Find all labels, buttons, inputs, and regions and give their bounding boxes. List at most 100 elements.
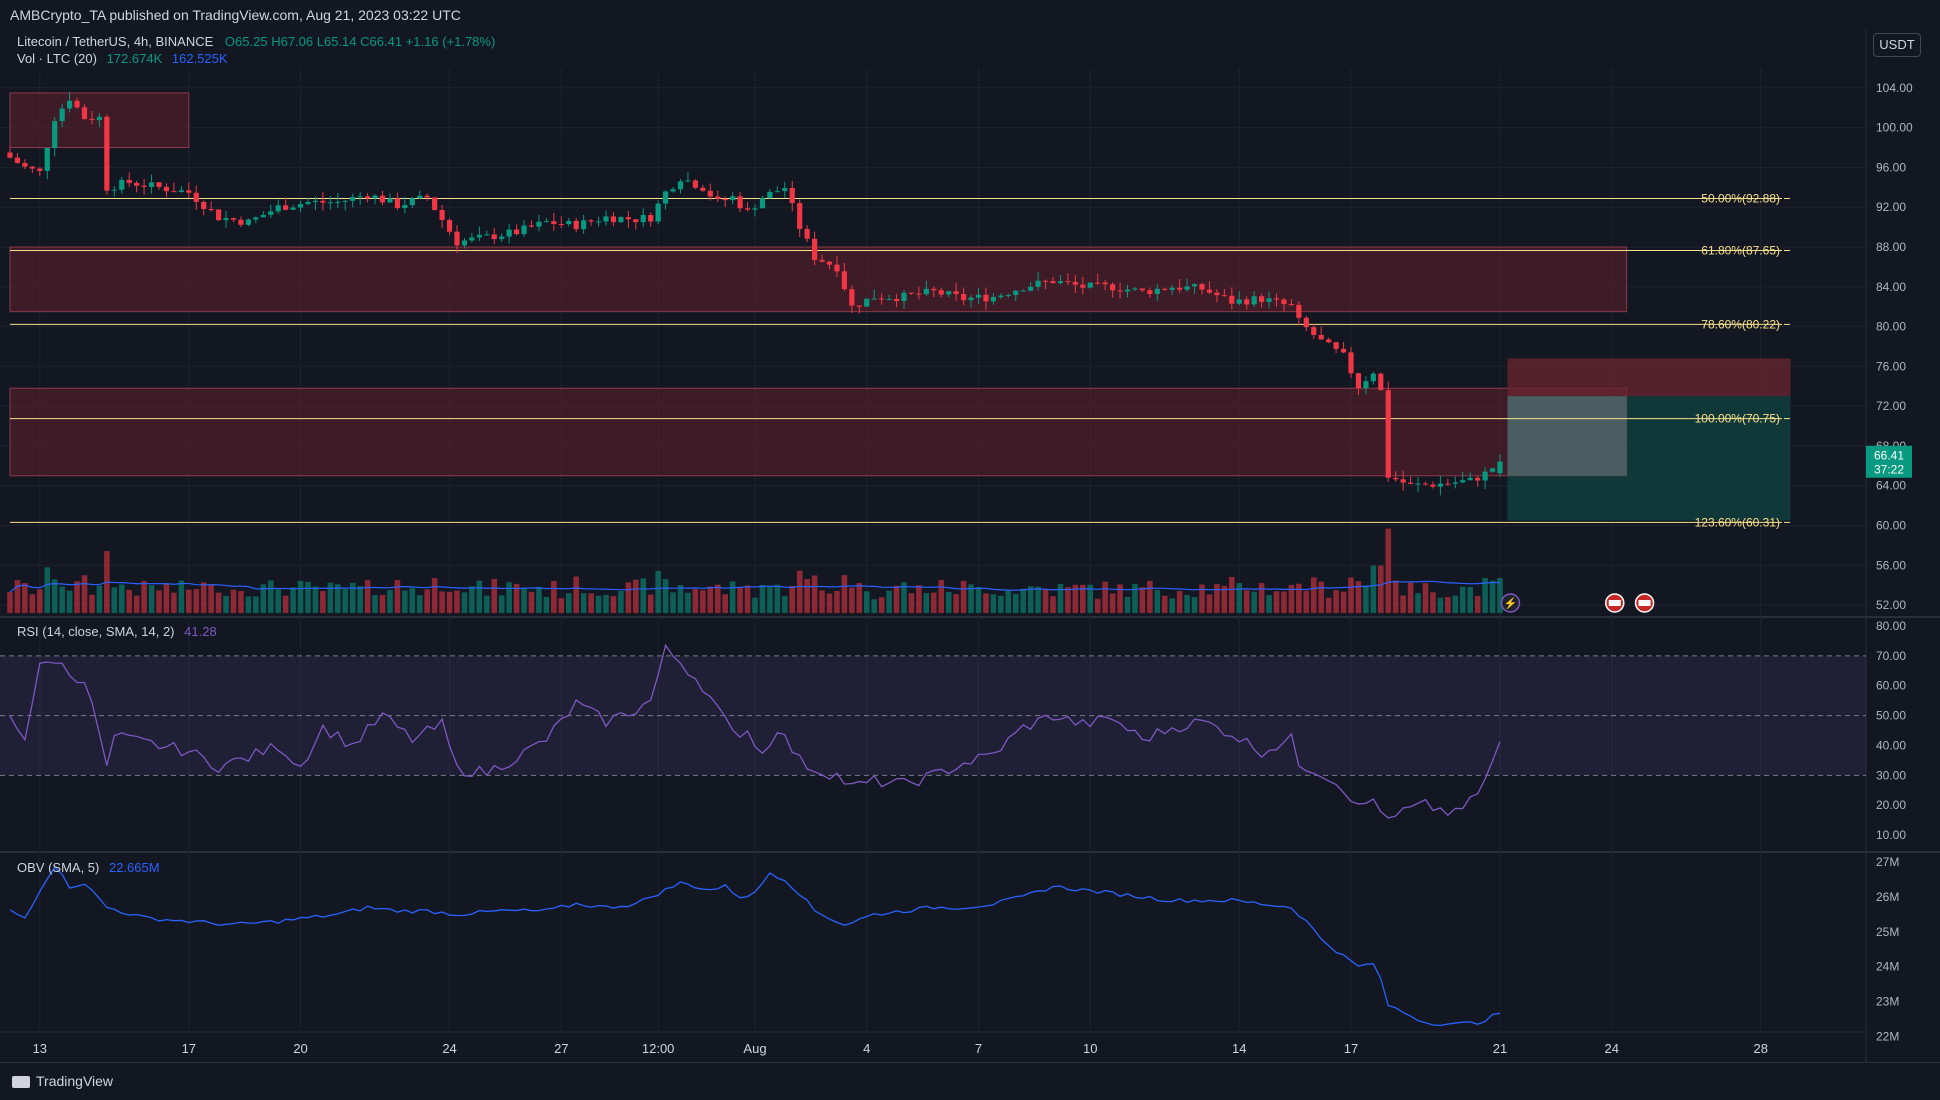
- volume-bar: [774, 584, 781, 613]
- candle-body: [1162, 288, 1168, 290]
- ohlc-high: H67.06: [271, 34, 314, 49]
- volume-bar: [1065, 587, 1071, 613]
- volume-bar: [37, 589, 43, 613]
- price-tick-label: 76.00: [1876, 359, 1906, 373]
- volume-bar: [1288, 584, 1295, 613]
- candle-body: [1259, 296, 1265, 302]
- candle-body: [268, 211, 274, 215]
- candle-body: [1475, 477, 1481, 481]
- candle-body: [804, 228, 810, 239]
- volume-bar: [349, 582, 356, 613]
- volume-bar: [811, 575, 818, 613]
- volume-ma: [9, 580, 1501, 593]
- symbol-legend[interactable]: Litecoin / TetherUS, 4h, BINANCE O65.25 …: [17, 34, 495, 49]
- candle-body: [1415, 483, 1421, 485]
- volume-bar: [640, 578, 647, 613]
- obv-legend[interactable]: OBV (SMA, 5) 22.665M: [17, 860, 160, 875]
- volume-bar: [1087, 584, 1094, 613]
- candle-body: [625, 217, 631, 220]
- volume-bar: [1102, 581, 1108, 613]
- candle-body: [700, 187, 706, 191]
- candle-body: [1467, 477, 1473, 481]
- volume-bar: [1236, 583, 1243, 613]
- candle-body: [707, 190, 713, 197]
- candle-body: [126, 179, 132, 183]
- candle-body: [1087, 282, 1093, 288]
- volume-bar: [1363, 585, 1369, 613]
- candle-body: [1244, 299, 1250, 305]
- candle-body: [655, 203, 661, 222]
- volume-bar: [729, 581, 736, 613]
- volume-legend[interactable]: Vol · LTC (20) 172.674K 162.525K: [17, 51, 228, 66]
- volume-bar: [960, 580, 967, 613]
- volume-bar: [1229, 576, 1235, 613]
- candle-body: [953, 291, 959, 295]
- candle-body: [536, 221, 542, 227]
- candle-body: [305, 202, 311, 205]
- candle-body: [1139, 288, 1145, 291]
- volume-bar: [29, 594, 36, 613]
- candle-body: [1206, 289, 1213, 293]
- candle-body: [1214, 292, 1220, 296]
- rsi-legend[interactable]: RSI (14, close, SMA, 14, 2) 41.28: [17, 624, 217, 639]
- volume-bar: [1452, 595, 1459, 613]
- top-bar: AMBCrypto_TA published on TradingView.co…: [0, 0, 1940, 30]
- volume-bar: [163, 583, 170, 613]
- volume-bar: [245, 596, 252, 613]
- x-tick-label: Aug: [743, 1041, 766, 1056]
- volume-ma-value: 162.525K: [171, 51, 228, 66]
- volume-bar: [1422, 583, 1429, 613]
- volume-bar: [536, 586, 542, 613]
- candle-body: [633, 219, 639, 223]
- candle-body: [640, 215, 646, 223]
- volume-bar: [484, 595, 490, 613]
- price-tick-label: 80.00: [1876, 320, 1906, 334]
- volume-bar: [1370, 565, 1377, 613]
- symbol-title[interactable]: Litecoin / TetherUS, 4h, BINANCE: [17, 34, 214, 49]
- candle-body: [1251, 296, 1257, 305]
- tradingview-logo[interactable]: TradingView: [12, 1073, 113, 1089]
- candle-body: [1445, 483, 1451, 485]
- volume-bar: [297, 580, 304, 613]
- candle-body: [312, 200, 319, 203]
- x-tick-label: 7: [975, 1041, 982, 1056]
- volume-bar: [1258, 583, 1265, 613]
- volume-bar: [409, 587, 416, 613]
- volume-bar: [1400, 595, 1406, 613]
- volume-bar: [1154, 590, 1161, 613]
- candle-body: [342, 200, 348, 202]
- candle-body: [1057, 281, 1064, 284]
- volume-bar: [878, 597, 885, 613]
- volume-bar: [74, 581, 80, 613]
- candle-body: [238, 219, 244, 225]
- volume-bar: [1355, 581, 1362, 613]
- candle-body: [812, 238, 818, 260]
- volume-bar: [1080, 584, 1086, 613]
- obv-tick-label: 26M: [1876, 890, 1899, 904]
- candle-body: [201, 201, 207, 210]
- volume-bar: [342, 588, 349, 613]
- volume-bar: [908, 593, 915, 613]
- currency-button[interactable]: USDT: [1873, 33, 1921, 57]
- candle-body: [439, 209, 445, 221]
- candle-body: [409, 198, 415, 205]
- volume-bar: [1489, 580, 1496, 613]
- chart-canvas[interactable]: 50.00%(92.88)61.80%(87.65)78.60%(80.22)1…: [0, 0, 1940, 1062]
- candle-body: [551, 221, 557, 224]
- lightning-event-icon: [1500, 593, 1521, 613]
- candle-body: [372, 195, 378, 199]
- volume-bar: [402, 590, 408, 613]
- candle-body: [424, 195, 430, 198]
- volume-bar: [1266, 595, 1272, 613]
- volume-bar: [44, 567, 51, 613]
- volume-bar: [193, 589, 200, 613]
- candle-body: [365, 196, 371, 199]
- candle-body: [1273, 298, 1280, 300]
- candle-body: [461, 240, 468, 246]
- volume-bar: [789, 585, 796, 613]
- candle-body: [581, 220, 587, 230]
- candle-body: [119, 179, 125, 190]
- candle-body: [186, 190, 192, 193]
- volume-bar: [1035, 586, 1041, 613]
- ohlc-close: C66.41: [360, 34, 403, 49]
